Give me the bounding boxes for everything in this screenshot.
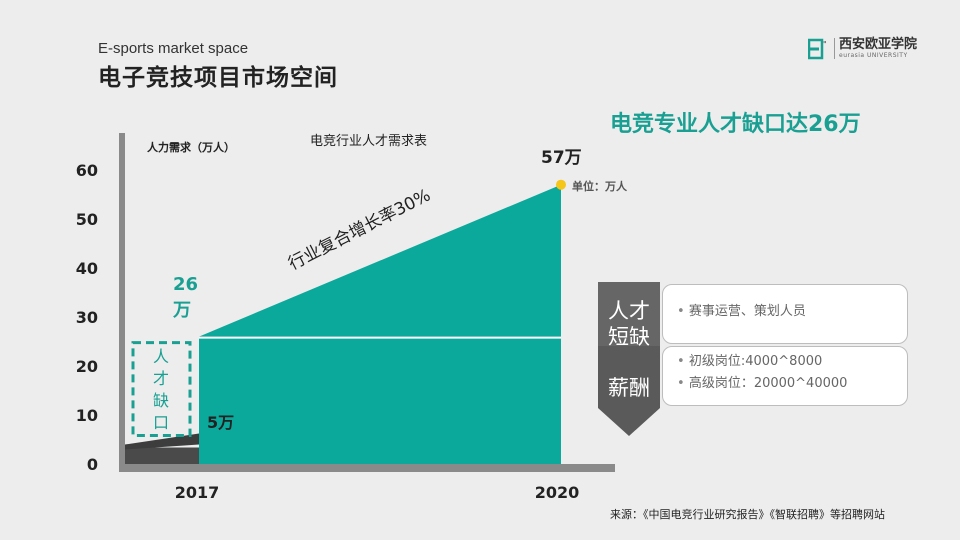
area-growth-triangle	[199, 184, 561, 337]
salary-box: 初级岗位:4000^8000 高级岗位：20000^40000	[662, 346, 908, 406]
logo-mark-icon: "	[807, 38, 830, 60]
base-value-label: 5万	[207, 413, 234, 432]
start-value-label: 26	[173, 274, 198, 295]
info-chevron-shape	[598, 282, 660, 436]
y-tick-label: 60	[76, 161, 98, 180]
y-tick-label: 0	[87, 455, 98, 474]
chart-title: 电竞行业人才需求表	[310, 133, 427, 149]
logo: " 西安欧亚学院 eurasia UNIVERSITY	[807, 37, 918, 62]
gap-text-char: 口	[153, 413, 169, 432]
base-bar-dark	[125, 447, 199, 464]
y-axis-label: 人力需求（万人）	[147, 140, 235, 154]
area-base-rect	[199, 336, 561, 464]
end-value-label: 57万	[541, 148, 582, 168]
start-value-unit: 万	[172, 300, 191, 321]
unit-note: 单位：万人	[572, 180, 627, 193]
subtitle-en: E-sports market space	[98, 40, 249, 57]
headline: 电竞专业人才缺口达26万	[610, 112, 861, 137]
gap-dashed-box	[131, 341, 192, 438]
logo-sub: eurasia UNIVERSITY	[839, 52, 908, 59]
x-tick-label: 2020	[535, 483, 580, 502]
salary-item-senior: 高级岗位：20000^40000	[677, 373, 907, 395]
y-tick-label: 10	[76, 406, 98, 425]
y-tick-label: 50	[76, 210, 98, 229]
logo-name: 西安欧亚学院	[839, 37, 918, 52]
svg-text:": "	[823, 40, 827, 49]
gap-text-char: 才	[153, 369, 169, 388]
gap-text-char: 人	[153, 347, 169, 366]
end-point-marker	[556, 179, 566, 190]
gap-text-char: 缺	[153, 391, 169, 410]
y-tick-label: 40	[76, 259, 98, 278]
base-bar-stripe	[125, 433, 199, 450]
y-tick-label: 30	[76, 308, 98, 327]
salary-label: 薪酬	[608, 376, 650, 400]
source-note: 来源：《中国电竞行业研究报告》《智联招聘》等招聘网站	[610, 508, 885, 521]
shortage-item: 赛事运营、策划人员	[677, 301, 907, 323]
y-axis-line	[119, 133, 125, 471]
shortage-label: 人才 短缺	[608, 299, 650, 349]
shortage-box: 赛事运营、策划人员	[662, 284, 908, 344]
x-tick-label: 2017	[175, 483, 220, 502]
x-axis-line	[119, 464, 615, 472]
salary-item-junior: 初级岗位:4000^8000	[677, 351, 907, 373]
page-title: 电子竞技项目市场空间	[98, 65, 338, 91]
y-tick-label: 20	[76, 357, 98, 376]
